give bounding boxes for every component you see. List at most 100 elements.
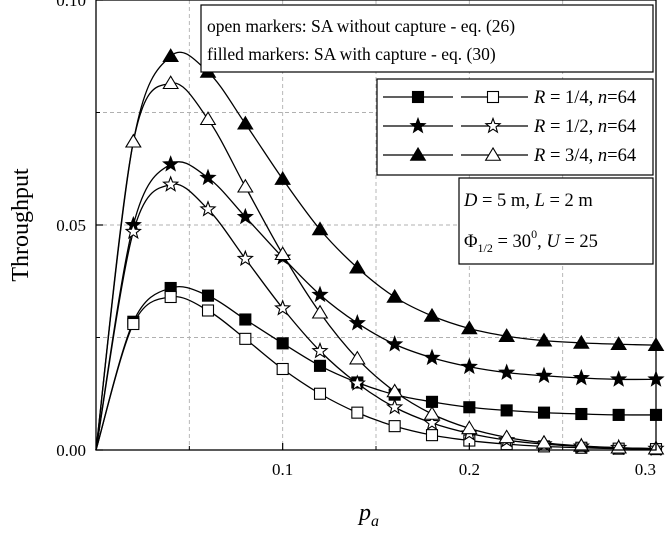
param-phi-sup: 0	[531, 227, 537, 241]
legend-marker-filled	[409, 146, 427, 161]
marker-note-box	[200, 4, 654, 73]
data-point-square-open	[239, 332, 252, 345]
data-point-star-filled	[162, 155, 180, 172]
data-point-star-open	[199, 200, 217, 217]
x-axis-title-sub: a	[371, 513, 379, 530]
x-tick-label: 0.3	[635, 460, 656, 479]
marker-note-line2: filled markers: SA with capture - eq. (3…	[207, 44, 496, 64]
data-point-square-filled	[276, 337, 289, 350]
data-point-triangle-open	[125, 133, 142, 148]
marker-note-line1: open markers: SA without capture - eq. (…	[207, 16, 515, 36]
param-u-value: = 25	[560, 232, 598, 252]
data-point-star-filled	[535, 366, 553, 384]
y-tick-label: 0.10	[56, 0, 86, 10]
data-point-square-filled	[313, 359, 327, 372]
legend-marker-open	[486, 90, 500, 104]
data-point-star-open	[162, 175, 180, 192]
data-point-star-filled	[423, 348, 441, 366]
data-point-triangle-filled	[535, 332, 553, 347]
data-point-star-open	[386, 398, 404, 415]
legend-marker-open	[484, 116, 502, 134]
data-point-square-filled	[425, 395, 439, 408]
legend-label: R = 1/2, n=64	[533, 117, 636, 137]
data-point-star-open	[423, 413, 441, 431]
data-point-square-filled	[537, 406, 551, 419]
data-point-triangle-open	[199, 111, 217, 126]
data-point-star-open	[124, 222, 142, 240]
data-point-square-filled	[463, 401, 476, 414]
data-point-triangle-filled	[573, 334, 590, 349]
data-point-square-open	[388, 420, 401, 433]
series-markers	[124, 48, 665, 456]
params-box	[458, 177, 654, 265]
data-point-triangle-filled	[162, 48, 179, 63]
data-point-triangle-filled	[349, 259, 366, 274]
data-point-triangle-filled	[311, 221, 329, 236]
x-axis-title-main: p	[357, 500, 371, 526]
param-d-value: = 5 m,	[477, 191, 534, 211]
data-point-triangle-open	[535, 434, 553, 449]
param-phi-symbol: Φ	[464, 232, 478, 252]
legend-label: R = 3/4, n=64	[533, 146, 636, 166]
data-point-triangle-open	[573, 437, 590, 452]
data-point-triangle-open	[386, 383, 403, 398]
data-point-triangle-filled	[498, 328, 515, 342]
param-phi-sub: 1/2	[478, 241, 493, 255]
data-point-triangle-filled	[423, 307, 441, 322]
data-point-star-open	[311, 341, 329, 359]
data-point-square-open	[201, 304, 215, 317]
data-point-star-open	[348, 374, 366, 391]
data-point-triangle-filled	[610, 336, 627, 351]
data-point-triangle-open	[237, 178, 254, 193]
data-point-star-open	[274, 299, 292, 316]
param-d-symbol: D	[463, 191, 478, 211]
param-l-symbol: L	[534, 191, 545, 211]
series-line	[95, 82, 657, 451]
legend-marker-filled	[409, 116, 427, 134]
data-point-star-filled	[610, 370, 628, 387]
data-point-triangle-open	[498, 429, 515, 444]
data-point-triangle-open	[311, 304, 329, 319]
data-point-star-filled	[236, 207, 254, 225]
y-tick-label: 0.00	[56, 441, 86, 460]
legend-label: R = 1/4, n=64	[533, 88, 636, 108]
data-point-star-filled	[199, 168, 217, 186]
data-point-square-open	[313, 387, 327, 400]
legend-marker-filled	[411, 90, 425, 104]
data-point-star-filled	[348, 314, 366, 331]
y-axis-title: Throughput	[8, 168, 34, 282]
data-point-triangle-filled	[386, 288, 403, 303]
param-phi-value: = 30	[493, 232, 531, 252]
params-line2: Φ1/2 = 300, U = 25	[464, 227, 598, 255]
x-tick-label: 0.2	[459, 460, 480, 479]
data-point-square-filled	[575, 407, 588, 421]
axis-ticks: 0.1 0.2 0.3 0.00 0.05 0.10	[56, 0, 657, 479]
data-point-triangle-open	[423, 405, 441, 420]
data-point-triangle-filled	[461, 320, 478, 335]
series-line	[95, 51, 657, 451]
data-point-square-open	[425, 429, 439, 442]
data-point-triangle-filled	[274, 171, 291, 185]
data-point-square-open	[351, 406, 364, 419]
data-point-square-open	[164, 290, 177, 304]
x-tick-label: 0.1	[272, 460, 293, 479]
data-point-triangle-filled	[237, 115, 254, 130]
data-point-triangle-open	[349, 350, 366, 365]
data-point-star-filled	[460, 357, 478, 375]
data-point-triangle-open	[461, 420, 478, 435]
y-tick-label: 0.05	[56, 216, 86, 235]
data-point-triangle-open	[162, 75, 179, 90]
data-point-square-filled	[500, 404, 513, 417]
data-point-triangle-open	[274, 246, 291, 261]
data-point-square-filled	[612, 408, 625, 421]
data-point-square-filled	[239, 313, 252, 326]
param-sep: ,	[537, 232, 546, 252]
data-point-star-filled	[572, 368, 590, 386]
data-point-square-filled	[201, 289, 215, 302]
data-point-star-open	[236, 249, 254, 267]
param-u-symbol: U	[546, 232, 561, 252]
param-l-value: = 2 m	[545, 191, 594, 211]
x-axis-title: pa	[357, 500, 379, 530]
data-point-star-filled	[498, 363, 516, 380]
